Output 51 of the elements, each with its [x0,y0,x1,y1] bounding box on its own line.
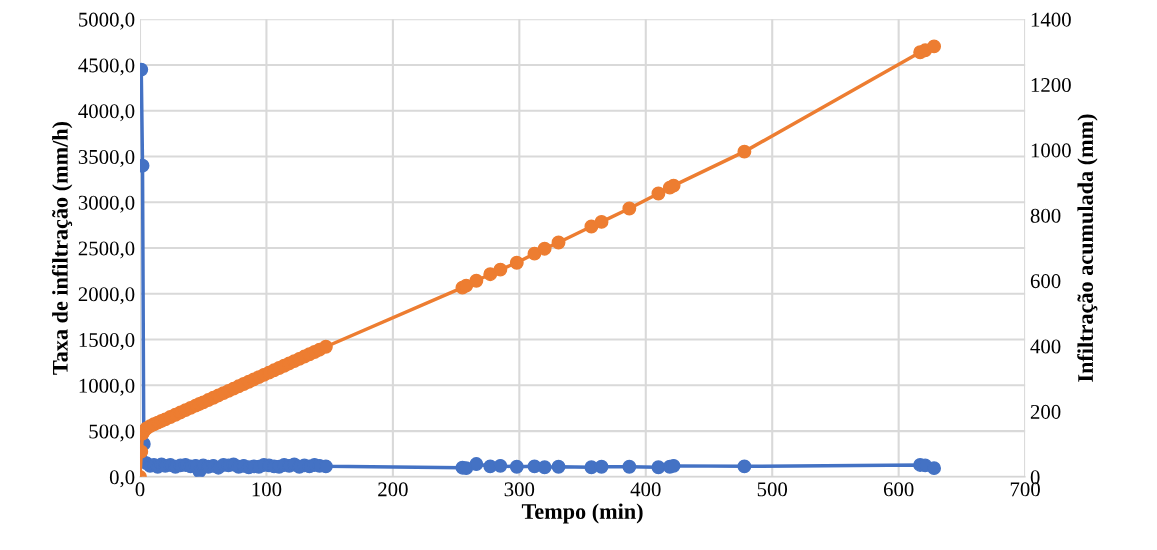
point [537,241,552,256]
point [493,458,508,473]
point [509,459,524,474]
point [737,459,752,474]
y-tick-label: 2000,0 [78,287,135,305]
y2-tick-label: 200 [1030,404,1061,419]
y2-tick-label: 800 [1030,208,1061,223]
point [927,39,942,54]
x-axis-title: Tempo (min) [521,503,643,524]
y-tick-label: 3000,0 [78,195,135,213]
point [651,186,666,201]
x-tick-label: 0 [135,482,145,497]
point [622,201,637,216]
x-tick-label: 600 [883,482,914,497]
point [318,339,333,354]
point [469,457,484,471]
y-tick-label: 500,0 [89,424,135,442]
y2-tick-label: 1400 [1031,12,1071,27]
y2-tick-label: 400 [1030,339,1061,354]
y2-tick-label: 1000 [1031,143,1071,158]
point [509,255,524,270]
y2-axis-title: Infiltração acumulada (mm) [1077,114,1098,382]
point [551,459,566,474]
point [483,267,498,282]
point [469,273,484,288]
point [651,460,666,475]
y-tick-label: 4000,0 [78,104,135,122]
y-tick-label: 5000,0 [79,12,135,30]
point [537,460,552,475]
point [594,459,609,474]
x-tick-label: 300 [504,482,535,497]
point [737,144,752,159]
y2-tick-label: 1200 [1031,78,1071,93]
y-tick-label: 2500,0 [78,241,135,259]
point [594,214,609,229]
point [622,459,637,474]
y-tick-label: 1000,0 [79,378,135,396]
x-tick-label: 500 [757,482,788,497]
y-tick-label: 3500,0 [78,149,135,167]
x-tick-label: 100 [252,482,282,497]
point [493,262,508,277]
point [551,235,566,250]
x-tick-label: 400 [630,482,661,497]
x-tick-label: 200 [378,482,408,497]
point [927,461,942,476]
y2-tick-label: 600 [1030,274,1061,289]
y-tick-label: 1500,0 [79,332,135,350]
y-tick-label: 0,0 [109,470,135,488]
y-tick-label: 4500,0 [78,58,135,76]
point [666,178,681,193]
y-axis-title: Taxa de infiltração (mm/h) [51,121,73,375]
